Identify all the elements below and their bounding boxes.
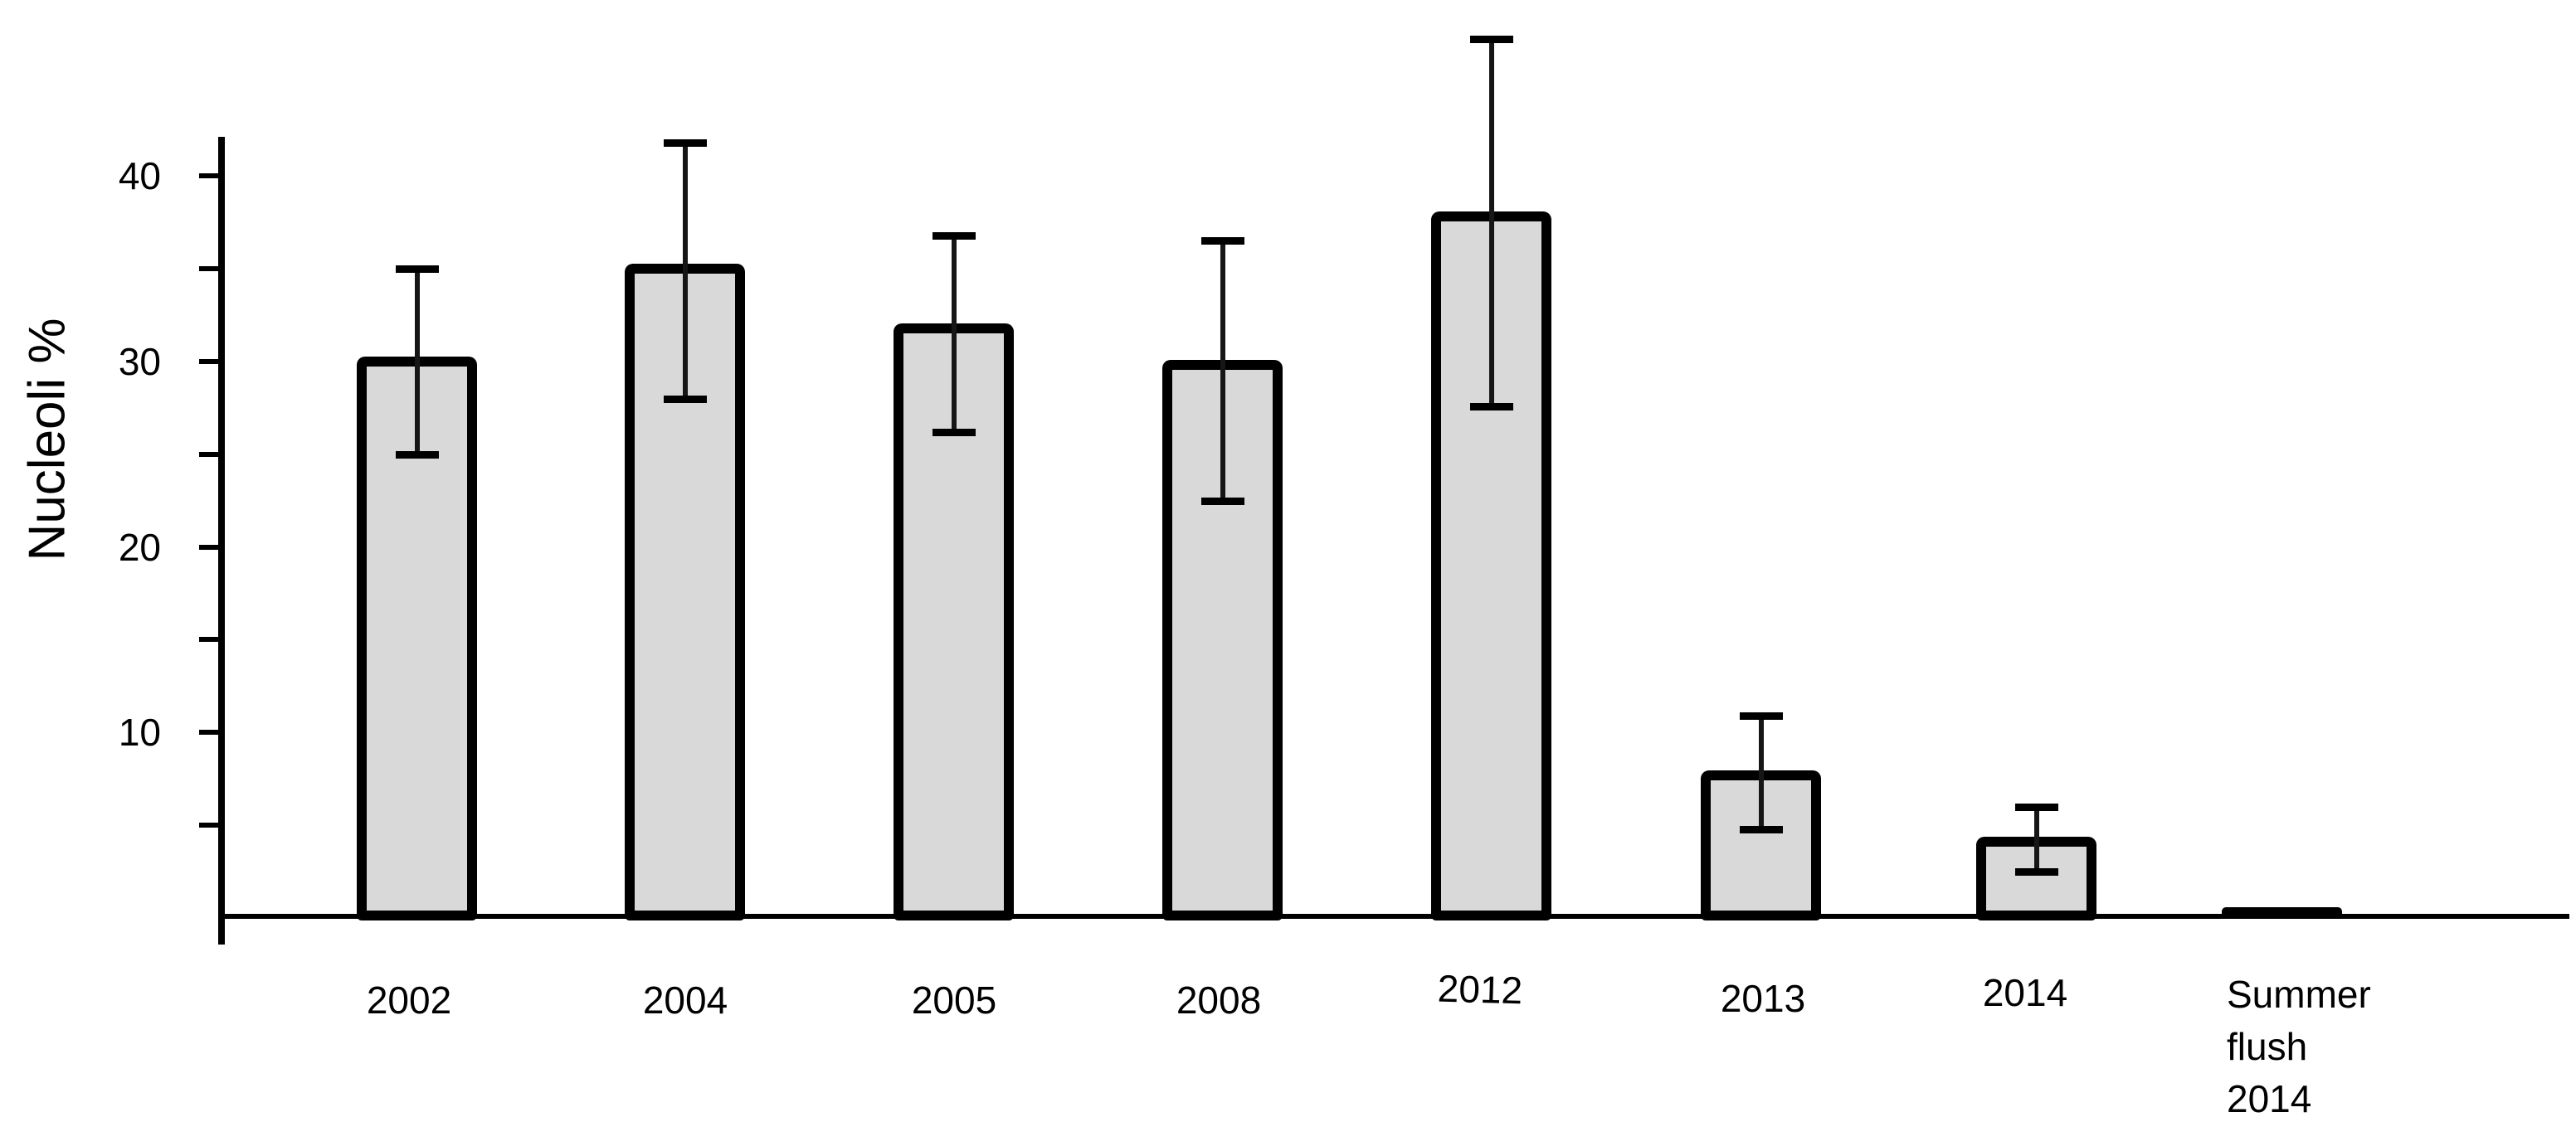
error-bar-line (952, 235, 957, 432)
error-bar-cap-top (933, 231, 976, 240)
y-axis-tick (199, 451, 221, 457)
error-bar-cap-top (2015, 803, 2058, 811)
error-bar-cap-bottom (933, 428, 976, 436)
x-axis-label: 2005 (911, 979, 997, 1022)
error-bar-cap-top (1201, 237, 1244, 245)
x-axis-label: 2004 (642, 979, 728, 1022)
y-axis-tick (199, 544, 221, 550)
error-bar-cap-bottom (664, 395, 707, 403)
y-tick-label: 20 (118, 525, 161, 569)
error-bar-cap-top (1740, 712, 1783, 721)
x-axis-label-summer-flush: Summer flush 2014 (2227, 969, 2371, 1122)
y-axis-line (218, 137, 225, 945)
x-axis-label-line: flush (2227, 1025, 2308, 1068)
x-axis-label: 2013 (1720, 977, 1806, 1020)
y-axis-tick (199, 637, 221, 643)
error-bar-cap-top (664, 138, 707, 147)
x-axis-label-line: Summer (2227, 973, 2371, 1016)
y-axis-tick (199, 823, 221, 828)
y-axis-tick (199, 730, 221, 736)
bar (1701, 770, 1821, 920)
bar (2222, 907, 2342, 919)
error-bar-cap-bottom (1470, 402, 1513, 410)
error-bar-cap-bottom (2015, 868, 2058, 877)
error-bar-line (1489, 38, 1494, 406)
error-bar-cap-bottom (396, 450, 439, 459)
x-axis-line (218, 914, 2569, 919)
error-bar-line (415, 269, 420, 454)
y-axis-tick (199, 358, 221, 364)
error-bar-cap-bottom (1201, 497, 1244, 505)
y-axis-tick (199, 266, 221, 272)
error-bar-line (2034, 806, 2039, 872)
x-axis-label: 2008 (1176, 979, 1262, 1022)
y-tick-label: 40 (118, 154, 161, 198)
y-tick-label: 30 (118, 339, 161, 383)
x-axis-label: 2002 (366, 979, 452, 1022)
x-axis-label: 2014 (1982, 971, 2068, 1014)
x-axis-label-line: 2014 (2227, 1077, 2312, 1120)
x-axis-label: 2012 (1437, 966, 1523, 1013)
error-bar-line (1220, 240, 1225, 501)
error-bar-cap-top (1470, 35, 1513, 43)
y-tick-label: 10 (118, 711, 161, 755)
y-axis-tick (199, 173, 221, 179)
error-bar-line (683, 142, 688, 399)
error-bar-cap-top (396, 265, 439, 274)
error-bar-cap-bottom (1740, 825, 1783, 833)
error-bar-line (1759, 716, 1764, 829)
y-axis-title: Nucleoli % (18, 318, 76, 561)
